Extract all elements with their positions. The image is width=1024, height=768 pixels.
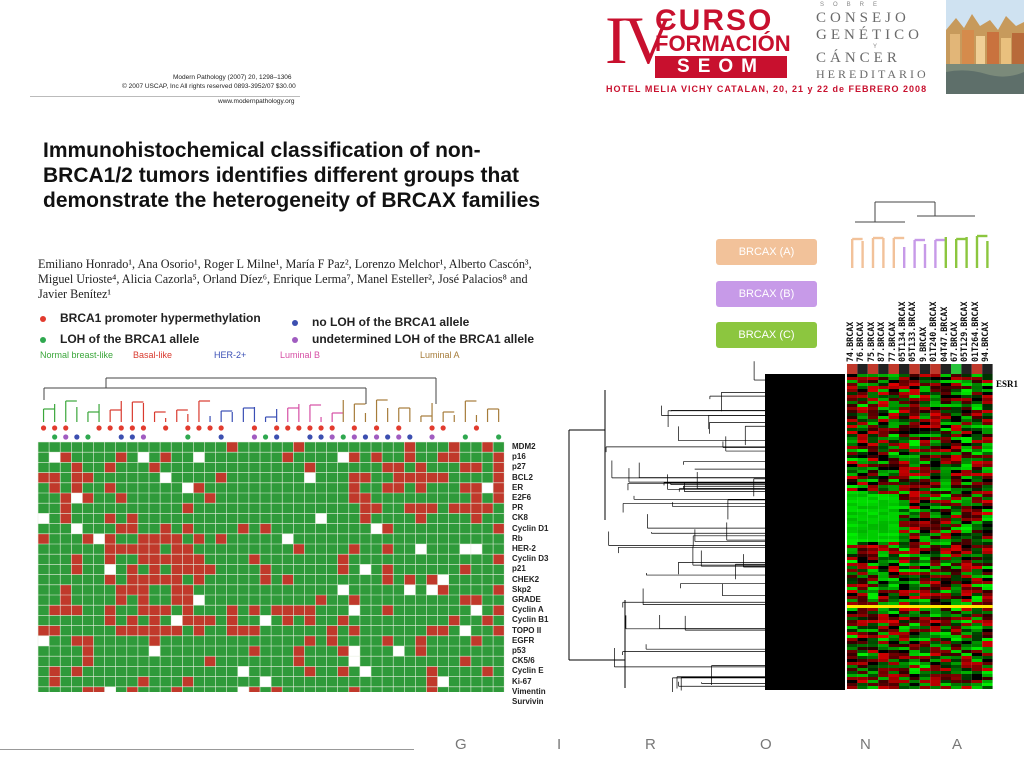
footer-letter: R [645, 736, 656, 753]
marker-label: Survivin [512, 697, 544, 706]
brcax-c-tag: BRCAX (C) [716, 322, 817, 348]
sample-label: 04T47.BRCAX [938, 306, 949, 362]
ihc-heatmap-figure [37, 377, 505, 692]
footer-letter: N [860, 736, 871, 753]
marker-label: HER-2 [512, 544, 537, 553]
legend-dot [292, 336, 298, 343]
marker-label: p53 [512, 646, 526, 655]
legend-label: BRCA1 promoter hypermethylation [60, 311, 261, 325]
sample-label: 05T129.BRCAX [959, 301, 970, 362]
marker-label: BCL2 [512, 472, 533, 482]
conference-venue: HOTEL MELIA VICHY CATALAN, 20, 21 y 22 d… [606, 84, 928, 94]
legend-item-loh: LOH of the BRCA1 allele [40, 332, 199, 346]
marker-label: p21 [512, 564, 526, 574]
group-label-basal: Basal-like [133, 350, 173, 360]
marker-label: Ki-67 [512, 676, 532, 686]
legend-label: no LOH of the BRCA1 allele [312, 315, 470, 329]
footer-letter: O [760, 736, 772, 753]
group-label-normal: Normal breast-like [40, 350, 114, 360]
footer-letter: I [557, 736, 562, 753]
consejo-connector-y: Y [873, 44, 878, 50]
consejo-line-3: CÁNCER [816, 50, 901, 66]
marker-label: CK5/6 [512, 656, 535, 666]
sample-label: 9.BRCAX [917, 326, 928, 362]
journal-url: www.modernpathology.org [218, 98, 295, 105]
consejo-line-1: CONSEJO [816, 10, 910, 26]
logo-seom: SEOM [655, 56, 787, 78]
marker-label: Cyclin E [512, 666, 544, 676]
legend-dot [40, 336, 46, 343]
sample-label: 01T264.BRCAX [969, 301, 980, 362]
sample-label: 74.BRCAX [845, 321, 855, 362]
consejo-line-2: GENÉTICO [816, 27, 923, 43]
paper-authors: Emiliano Honrado¹, Ana Osorio¹, Roger L … [38, 257, 532, 301]
marker-label: CK8 [512, 513, 529, 523]
marker-label: GRADE [512, 595, 541, 604]
footer-letter: A [952, 736, 963, 753]
legend-dot [292, 319, 298, 326]
sample-label: 77.BRCAX [886, 321, 897, 362]
legend-label: undetermined LOH of the BRCA1 allele [312, 332, 535, 346]
sample-label: 94.BRCAX [980, 321, 991, 362]
brcax-b-label: BRCAX (B) [738, 288, 795, 300]
footer-rule [0, 749, 414, 750]
legend-label: LOH of the BRCA1 allele [60, 332, 200, 346]
marker-label: ER [512, 482, 524, 492]
paper-title: Immunohistochemical classification of no… [43, 139, 541, 212]
logo-formacion: FORMACIÓN [655, 31, 791, 56]
sample-label: 87.BRCAX [876, 321, 887, 362]
sample-label: 67.BRCAX [949, 321, 959, 362]
marker-label: E2F6 [512, 493, 532, 502]
header-rule [30, 96, 300, 97]
legend-item-no-loh: no LOH of the BRCA1 allele [292, 315, 469, 329]
brcax-b-tag: BRCAX (B) [716, 281, 817, 307]
group-label-luminal-b: Luminal B [280, 350, 321, 360]
logo-curso: CURSO [655, 4, 774, 37]
brcax-c-label: BRCAX (C) [738, 329, 795, 341]
marker-label: p16 [512, 452, 526, 462]
marker-label: EGFR [512, 635, 535, 645]
sample-label: 76.BRCAX [855, 321, 866, 362]
legend-item-hypermethylation: BRCA1 promoter hypermethylation [40, 311, 261, 325]
legend-dot [40, 315, 46, 322]
marker-label: Cyclin B1 [512, 615, 549, 625]
marker-label: PR [512, 503, 524, 513]
sample-label: 01T240.BRCAX [928, 301, 939, 362]
marker-label: Rb [512, 533, 523, 543]
journal-citation: Modern Pathology (2007) 20, 1298–1306 [173, 74, 292, 81]
marker-label: Cyclin D3 [512, 554, 549, 564]
consejo-connector-sobre: SOBRE [820, 2, 887, 8]
sample-label: 05T133.BRCAX [907, 301, 918, 362]
journal-copyright: © 2007 USCAP, Inc All rights reserved 08… [122, 83, 296, 90]
brcax-a-tag: BRCAX (A) [716, 239, 817, 265]
consejo-line-4: HEREDITARIO [816, 67, 929, 81]
group-label-luminal-a: Luminal A [420, 350, 460, 360]
legend-item-undetermined-loh: undetermined LOH of the BRCA1 allele [292, 332, 534, 346]
brcax-a-label: BRCAX (A) [738, 246, 795, 258]
marker-label: TOPO II [512, 625, 542, 635]
sample-label: 75.BRCAX [865, 321, 876, 362]
marker-label: Skp2 [512, 584, 532, 594]
marker-label: Vimentin [512, 686, 546, 696]
marker-label: p27 [512, 462, 526, 472]
gene-label-esr1: ESR1 [996, 379, 1019, 389]
group-label-her2: HER-2+ [214, 350, 247, 360]
marker-label: Cyclin D1 [512, 523, 549, 533]
marker-label: Cyclin A [512, 605, 544, 615]
marker-label: MDM2 [512, 442, 536, 451]
girona-photo [946, 0, 1024, 94]
sample-label: 05T134.BRCAX [897, 301, 907, 362]
marker-label: CHEK2 [512, 574, 540, 584]
footer-letter: G [455, 736, 467, 753]
expression-heatmap-figure [568, 201, 993, 692]
